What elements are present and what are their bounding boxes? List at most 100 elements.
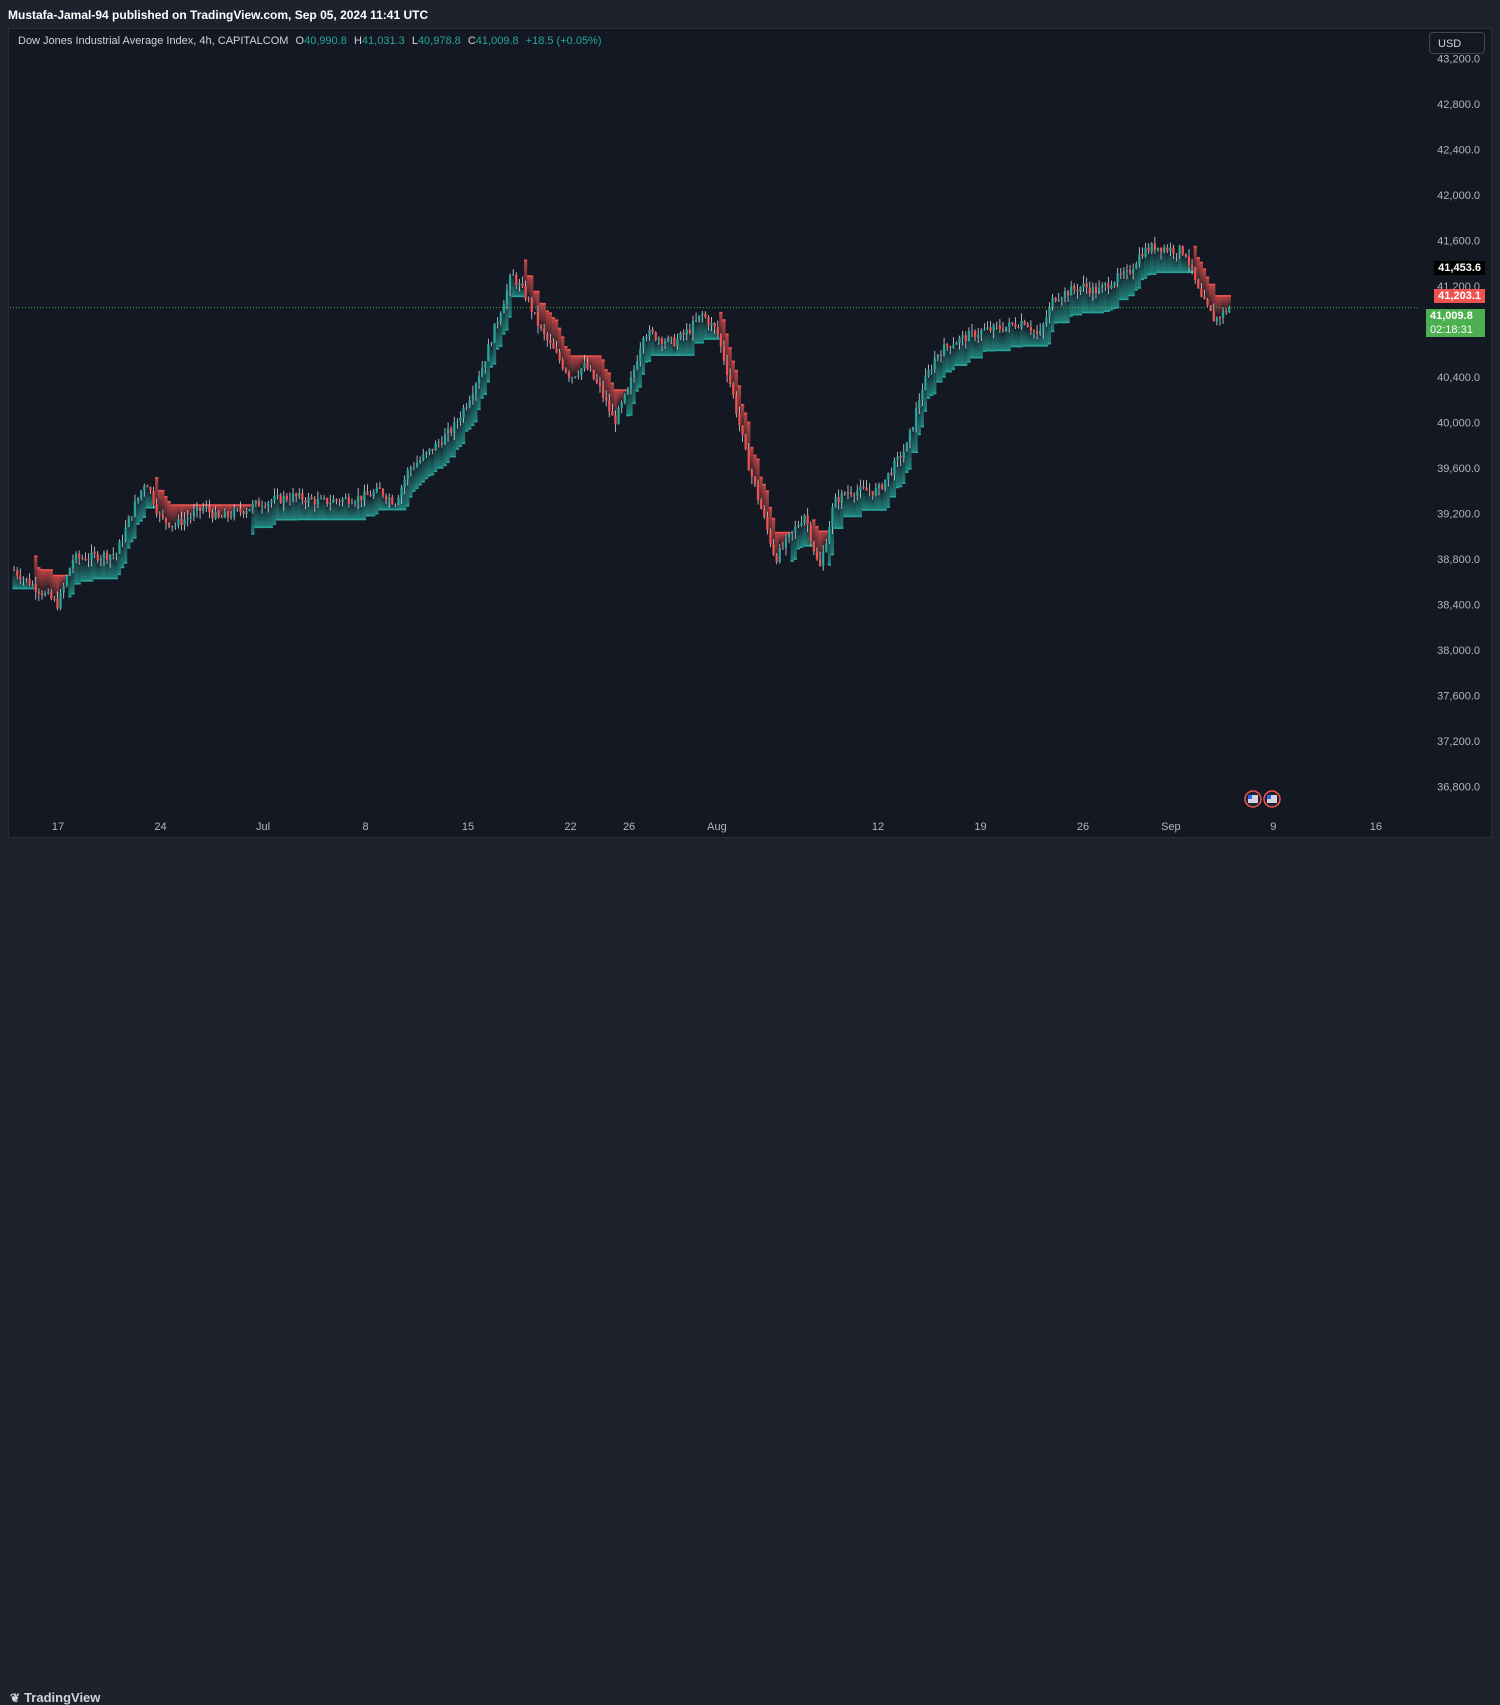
x-tick-label: 26 xyxy=(623,821,635,833)
trend-band-down xyxy=(821,531,825,552)
trend-band-up xyxy=(375,487,379,514)
trend-band-up xyxy=(967,331,971,362)
trend-band-down xyxy=(595,356,599,383)
trend-line-segment xyxy=(827,563,831,566)
trend-line-segment xyxy=(1091,311,1095,314)
candle-body xyxy=(115,553,118,555)
trend-line-segment xyxy=(604,369,608,371)
trend-band-up xyxy=(1035,333,1039,346)
trend-band-up xyxy=(325,504,329,520)
candle-body xyxy=(1203,296,1206,300)
trend-band-up xyxy=(437,442,441,468)
trend-band-up xyxy=(871,495,875,510)
candle-body xyxy=(298,493,301,497)
candle-body xyxy=(242,511,245,514)
trend-band-up xyxy=(923,375,928,411)
trend-band-up xyxy=(105,559,109,579)
candlestick-chart[interactable]: 36,800.0 37,200.0 37,600.0 38,000.0 38,400.0… xyxy=(0,0,1500,874)
candle-body xyxy=(663,341,667,344)
trend-line-segment xyxy=(1112,307,1117,310)
candle-body xyxy=(812,541,815,552)
trend-band-up xyxy=(951,344,955,370)
trend-band-up xyxy=(334,500,339,520)
x-tick-label: 17 xyxy=(52,821,64,833)
symbol-name[interactable]: Dow Jones Industrial Average Index, 4h, … xyxy=(18,35,289,47)
trend-band-down xyxy=(812,520,816,552)
trend-line-segment xyxy=(731,360,735,363)
candle-body xyxy=(933,357,936,370)
trend-line-segment xyxy=(570,355,574,357)
candle-body xyxy=(335,499,338,501)
trend-band-up xyxy=(117,541,122,575)
candle-body xyxy=(704,313,707,318)
candle-body xyxy=(744,435,747,450)
y-tick-label: 38,400.0 xyxy=(1437,600,1480,612)
trend-band-up xyxy=(1116,273,1120,308)
trend-line-segment xyxy=(585,355,590,357)
trend-line-segment xyxy=(399,508,404,511)
y-tick-label: 37,200.0 xyxy=(1437,736,1480,748)
tradingview-logo[interactable]: ❦ TradingView xyxy=(10,1690,100,1705)
trend-band-down xyxy=(248,505,252,510)
candle-body xyxy=(791,531,794,534)
trend-band-up xyxy=(455,421,459,450)
candle-body xyxy=(942,344,946,356)
candle-body xyxy=(459,417,462,422)
candle-body xyxy=(456,421,459,423)
candle-body xyxy=(360,495,363,501)
trend-line-segment xyxy=(520,295,525,298)
candle-body xyxy=(1163,247,1166,252)
candle-body xyxy=(670,337,673,338)
trend-band-up xyxy=(1143,247,1148,278)
trend-band-up xyxy=(796,525,800,549)
candle-body xyxy=(1150,243,1153,252)
candle-body xyxy=(877,484,881,488)
candle-body xyxy=(378,487,381,490)
trend-band-down xyxy=(728,347,732,384)
candle-body xyxy=(778,547,781,563)
trend-line-segment xyxy=(368,514,373,517)
trend-line-segment xyxy=(322,518,326,521)
trend-line-segment xyxy=(49,569,53,571)
candle-body xyxy=(753,476,757,485)
trend-line-segment xyxy=(1023,345,1027,347)
candle-body xyxy=(1070,286,1073,296)
candle-body xyxy=(691,320,695,334)
candle-body xyxy=(496,321,499,324)
candle-body xyxy=(372,491,375,497)
trend-line-segment xyxy=(936,380,940,383)
trend-band-down xyxy=(561,337,565,369)
trend-band-up xyxy=(911,426,915,453)
trend-line-segment xyxy=(83,580,87,582)
candle-body xyxy=(431,448,434,451)
trend-line-segment xyxy=(424,477,428,480)
footer-bar: ❦ TradingView xyxy=(0,840,1500,1705)
trend-line-segment xyxy=(272,523,277,525)
trend-line-segment xyxy=(868,509,872,511)
candle-body xyxy=(899,456,902,459)
trend-band-up xyxy=(877,484,881,510)
last-price-tag: 41,009.8 xyxy=(1426,309,1485,323)
trend-band-down xyxy=(1202,269,1207,300)
currency-button[interactable]: USD xyxy=(1429,32,1485,54)
x-tick-label: 24 xyxy=(154,821,166,833)
x-tick-label: 8 xyxy=(362,821,368,833)
trend-line-segment xyxy=(421,480,425,483)
candle-body xyxy=(353,502,357,504)
trend-band-up xyxy=(799,522,804,548)
trend-line-segment xyxy=(331,518,335,521)
trend-band-up xyxy=(942,344,946,377)
trend-line-segment xyxy=(319,518,323,521)
band-price-tag: 41,203.1 xyxy=(1434,289,1485,303)
trend-line-segment xyxy=(434,470,438,473)
candle-body xyxy=(521,283,524,287)
trend-line-segment xyxy=(1165,271,1169,274)
candle-body xyxy=(71,559,75,569)
trend-line-segment xyxy=(573,355,577,357)
trend-band-up xyxy=(1106,288,1110,312)
candle-body xyxy=(291,493,295,501)
trend-band-down xyxy=(781,532,785,548)
trend-band-up xyxy=(1013,326,1017,347)
trend-band-up xyxy=(310,499,314,520)
trend-band-up xyxy=(638,348,642,387)
